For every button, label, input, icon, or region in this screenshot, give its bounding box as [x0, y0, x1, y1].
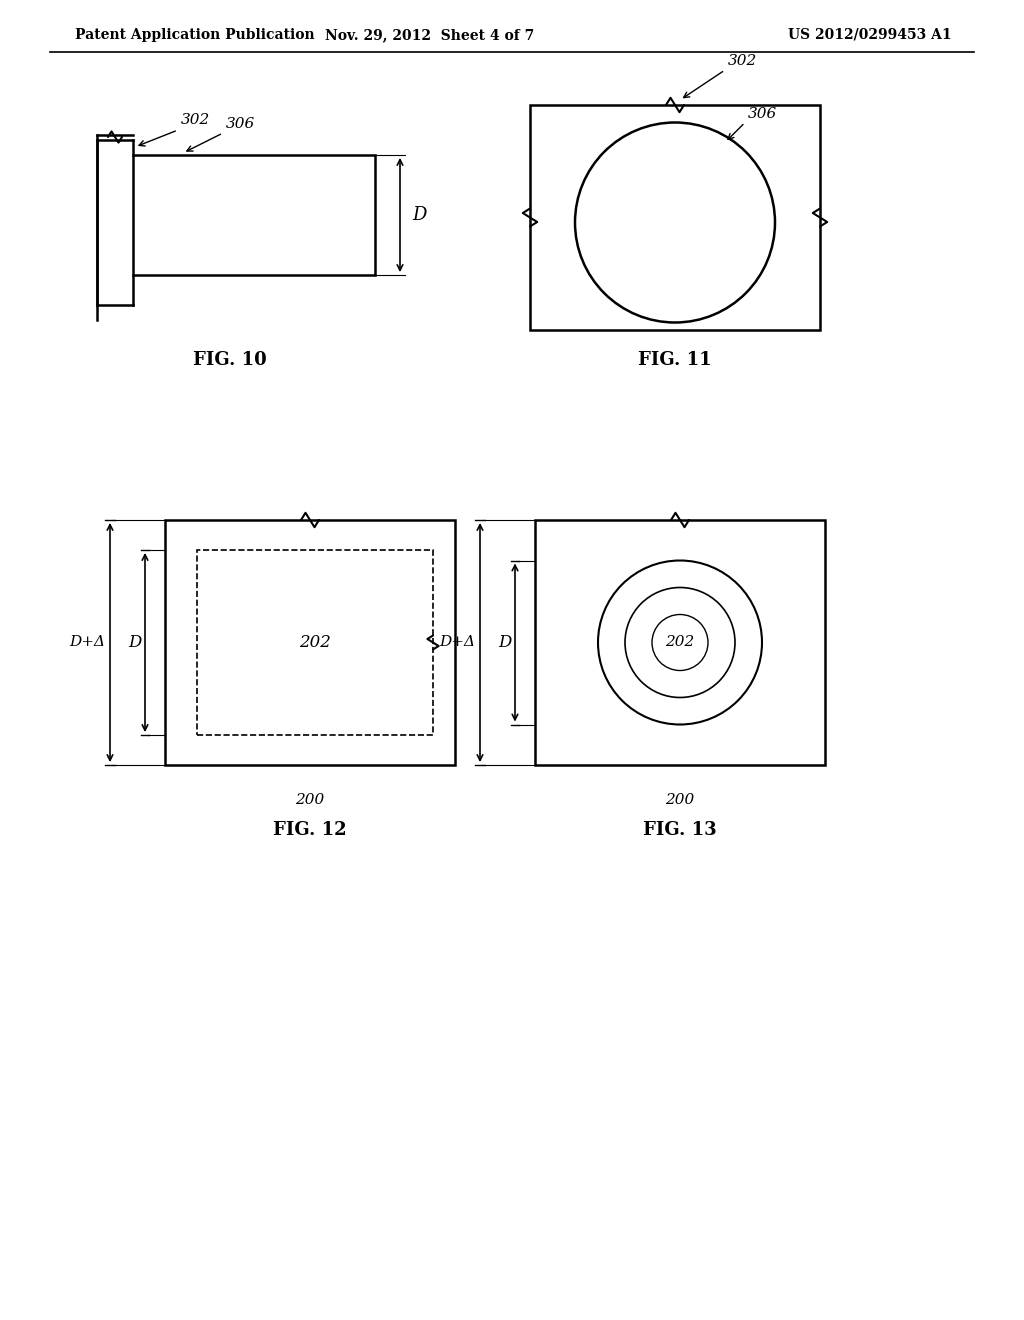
Bar — [535, 520, 825, 766]
Text: 200: 200 — [295, 793, 325, 807]
Text: D: D — [129, 634, 142, 651]
Bar — [165, 520, 455, 766]
Text: Patent Application Publication: Patent Application Publication — [75, 28, 314, 42]
Text: FIG. 13: FIG. 13 — [643, 821, 717, 840]
Text: D+Δ: D+Δ — [69, 635, 105, 649]
Bar — [530, 106, 820, 330]
Text: FIG. 12: FIG. 12 — [273, 821, 347, 840]
Text: 202: 202 — [299, 634, 331, 651]
Text: D+Δ: D+Δ — [439, 635, 475, 649]
Text: 302: 302 — [181, 114, 210, 127]
Text: D: D — [412, 206, 426, 224]
Text: US 2012/0299453 A1: US 2012/0299453 A1 — [788, 28, 952, 42]
Text: FIG. 10: FIG. 10 — [194, 351, 267, 370]
Bar — [197, 550, 433, 735]
Text: 302: 302 — [728, 54, 758, 69]
Text: 306: 306 — [748, 107, 777, 120]
Text: D: D — [499, 634, 512, 651]
Text: FIG. 11: FIG. 11 — [638, 351, 712, 370]
Bar — [133, 154, 375, 275]
Text: 200: 200 — [666, 793, 694, 807]
Text: Nov. 29, 2012  Sheet 4 of 7: Nov. 29, 2012 Sheet 4 of 7 — [326, 28, 535, 42]
Text: 306: 306 — [226, 117, 255, 131]
Text: 202: 202 — [666, 635, 694, 649]
